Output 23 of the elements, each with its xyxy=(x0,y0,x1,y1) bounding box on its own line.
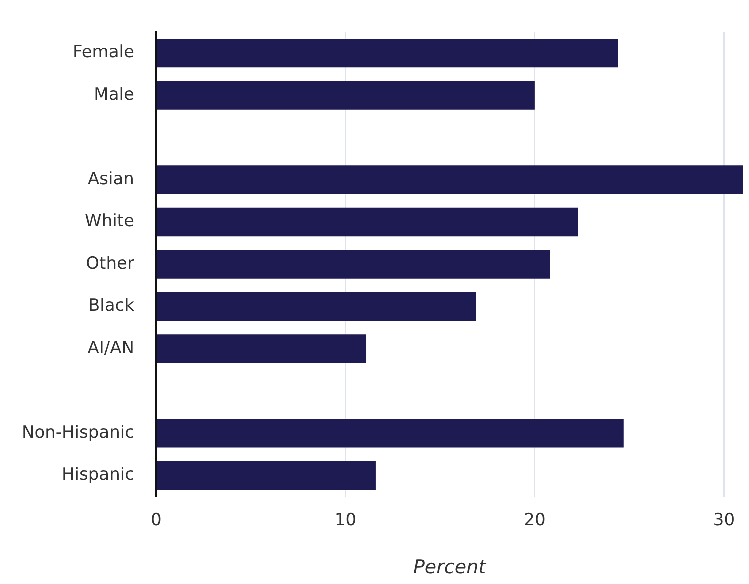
x-tick-label: 10 xyxy=(334,510,357,530)
bar xyxy=(157,81,535,110)
bar xyxy=(157,208,578,237)
x-axis-title: Percent xyxy=(413,556,488,579)
bar xyxy=(157,250,550,279)
bar xyxy=(157,461,376,490)
bar xyxy=(157,419,624,448)
y-tick-label: Female xyxy=(72,42,134,63)
bar xyxy=(157,38,618,68)
x-tick-label: 0 xyxy=(151,510,162,530)
y-tick-label: Male xyxy=(94,84,134,105)
x-tick-label: 20 xyxy=(524,510,546,530)
bar xyxy=(157,334,367,364)
y-tick-label: Black xyxy=(88,296,135,316)
x-tick-label: 30 xyxy=(713,510,736,530)
y-tick-label: Non-Hispanic xyxy=(22,422,134,443)
y-tick-label: White xyxy=(85,212,134,232)
y-tick-label: AI/AN xyxy=(88,338,134,358)
y-tick-label: Asian xyxy=(88,169,134,190)
y-tick-label: Hispanic xyxy=(62,465,134,486)
bar xyxy=(157,166,744,194)
bar xyxy=(157,292,476,322)
y-tick-label: Other xyxy=(86,254,134,274)
